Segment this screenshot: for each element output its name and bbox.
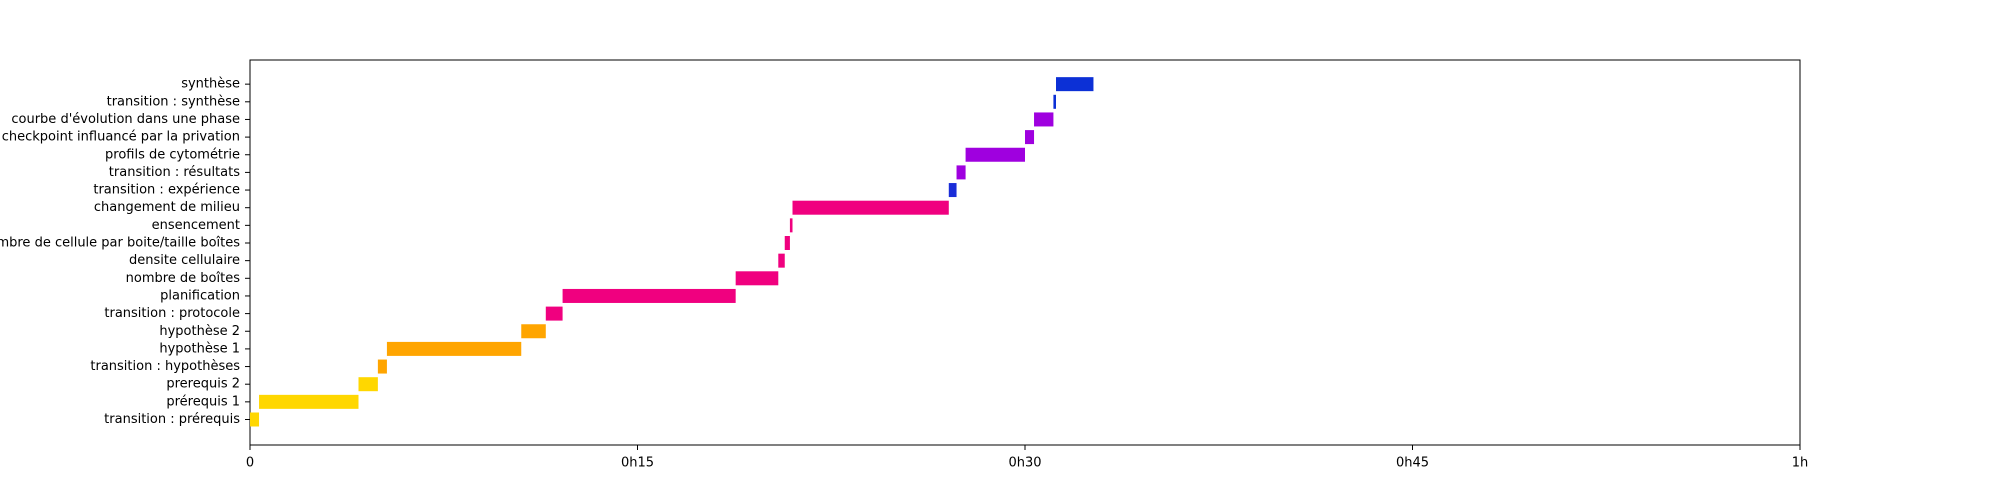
task-bar xyxy=(778,253,785,268)
task-bar xyxy=(789,218,793,233)
y-tick-label: transition : hypothèses xyxy=(90,359,240,374)
y-tick-label: hypothèse 1 xyxy=(159,341,240,356)
task-bar xyxy=(1025,130,1035,145)
task-bar xyxy=(956,165,966,180)
task-bar xyxy=(948,183,957,198)
y-tick-label: planification xyxy=(160,288,240,303)
task-bar xyxy=(521,324,546,339)
y-tick-label: synthèse xyxy=(181,77,240,92)
x-tick-labels: 0 0h15 0h30 0h45 1h xyxy=(246,445,1808,471)
y-tick-label: profils de cytométrie xyxy=(105,147,240,162)
y-tick-label: nombre de cellule par boite/taille boîte… xyxy=(0,236,240,251)
task-bar xyxy=(259,394,359,409)
y-tick-label: changement de milieu xyxy=(94,200,240,215)
y-tick-label: prerequis 2 xyxy=(166,377,240,392)
task-bar xyxy=(1034,112,1054,127)
task-bar xyxy=(735,271,779,286)
task-bar xyxy=(1053,94,1056,109)
y-tick-label: ensencement xyxy=(152,218,240,233)
plot-frame xyxy=(249,59,1801,446)
y-tick-label: transition : résultats xyxy=(109,165,240,180)
task-bar xyxy=(792,200,949,215)
y-tick-label: transition : prérequis xyxy=(104,412,240,427)
x-tick-label: 0h15 xyxy=(621,456,654,471)
x-tick-label: 0h45 xyxy=(1396,456,1429,471)
y-tick-labels: transition : prérequis prérequis 1 prerequ… xyxy=(0,77,250,427)
task-bar xyxy=(1056,77,1094,92)
x-tick-label: 0 xyxy=(246,456,254,471)
y-tick-label: transition : synthèse xyxy=(107,94,240,109)
x-tick-label: 0h30 xyxy=(1008,456,1041,471)
task-bar xyxy=(358,377,378,392)
task-bar xyxy=(250,412,260,427)
task-bar xyxy=(545,306,563,321)
y-tick-label: courbe d'évolution dans une phase xyxy=(11,112,240,127)
y-tick-label: transition : protocole xyxy=(104,306,240,321)
y-tick-label: prérequis 1 xyxy=(166,394,240,409)
x-tick-label: 1h xyxy=(1792,456,1809,471)
task-bar xyxy=(377,359,387,374)
task-bar xyxy=(784,236,790,250)
task-bar xyxy=(562,288,736,303)
task-bar xyxy=(386,341,522,356)
y-tick-label: checkpoint influancé par la privation xyxy=(2,130,240,145)
y-tick-label: transition : expérience xyxy=(93,183,240,198)
y-tick-label: densite cellulaire xyxy=(129,253,240,268)
y-tick-label: hypothèse 2 xyxy=(159,324,240,339)
bars-layer xyxy=(250,77,1094,427)
y-tick-label: nombre de boîtes xyxy=(126,271,241,286)
task-bar xyxy=(965,147,1025,162)
